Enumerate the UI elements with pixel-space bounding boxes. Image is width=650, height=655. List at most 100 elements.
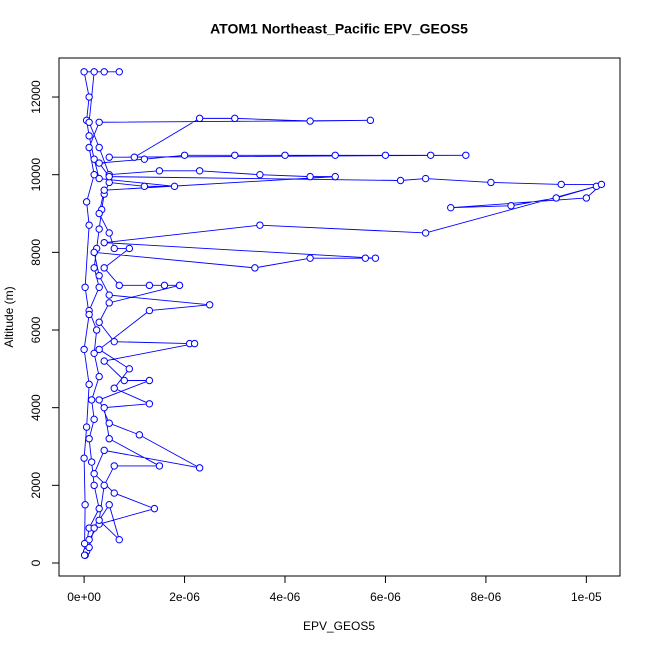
data-point (85, 535, 93, 544)
x-tick-label: 2e-06 (169, 590, 200, 604)
data-point (110, 384, 118, 392)
y-tick-label: 4000 (29, 394, 43, 421)
data-point (145, 306, 154, 315)
data-point (361, 254, 370, 262)
data-point (95, 283, 103, 291)
data-point (95, 225, 103, 233)
data-point (366, 116, 375, 125)
y-axis-label: Altitude (m) (2, 286, 16, 347)
data-point (80, 68, 88, 76)
data-point (231, 151, 239, 159)
data-point (87, 458, 96, 466)
data-point (100, 238, 108, 247)
data-point (110, 244, 118, 253)
data-point (125, 244, 134, 253)
data-point (331, 151, 339, 159)
data-point (195, 167, 204, 175)
y-tick-label: 10000 (29, 158, 43, 192)
data-point (507, 202, 515, 210)
data-point (110, 489, 118, 497)
data-point (81, 501, 89, 509)
data-point (80, 345, 88, 354)
x-axis-label: EPV_GEOS5 (303, 619, 375, 633)
chart-title: ATOM1 Northeast_Pacific EPV_GEOS5 (210, 21, 468, 37)
data-point (150, 504, 159, 513)
data-point (95, 143, 103, 152)
data-point (110, 462, 118, 470)
data-point (85, 435, 93, 443)
data-point (105, 435, 113, 443)
data-point (160, 281, 169, 290)
data-point (256, 221, 264, 229)
data-point (371, 254, 380, 262)
data-point (120, 376, 128, 385)
data-point (135, 431, 144, 439)
y-tick-label: 8000 (29, 239, 43, 266)
data-point (90, 264, 98, 272)
data-point (90, 155, 98, 163)
y-tick-label: 2000 (29, 472, 43, 499)
data-point (190, 339, 199, 348)
data-point (105, 501, 113, 509)
data-point (95, 209, 103, 218)
data-point (100, 357, 108, 365)
data-point (95, 118, 103, 126)
data-point (82, 198, 91, 206)
data-point (195, 464, 204, 472)
x-tick-label: 8e-06 (471, 590, 502, 604)
data-point (115, 535, 123, 544)
data-point (195, 114, 204, 123)
data-point (90, 415, 98, 424)
x-tick-label: 1e-05 (571, 590, 602, 604)
data-point (90, 469, 98, 478)
data-point (95, 504, 103, 513)
data-point (155, 167, 164, 175)
plot-frame (58, 57, 621, 577)
data-point (552, 194, 560, 202)
data-point (105, 229, 113, 237)
data-point (155, 462, 164, 470)
data-point (95, 174, 103, 183)
data-point (140, 182, 149, 191)
data-point (100, 68, 108, 76)
data-point (85, 310, 93, 319)
data-point (95, 318, 103, 326)
data-point (100, 264, 108, 272)
data-point (90, 68, 98, 76)
data-point (85, 221, 93, 229)
data-point (100, 481, 108, 490)
data-point (487, 178, 495, 187)
x-tick-label: 6e-06 (370, 590, 401, 604)
data-point (306, 117, 314, 125)
data-point (85, 143, 93, 152)
data-point (306, 254, 314, 262)
data-point (125, 365, 134, 373)
data-point (81, 283, 89, 291)
data-point (95, 271, 103, 280)
data-point (95, 372, 103, 381)
data-point (95, 516, 103, 524)
data-point (130, 153, 139, 161)
data-point (175, 281, 184, 290)
data-point (306, 172, 314, 181)
data-point (115, 281, 123, 290)
data-point (170, 182, 179, 191)
data-point (180, 151, 189, 159)
data-point (597, 180, 606, 189)
data-point (145, 400, 154, 408)
data-point (90, 524, 98, 532)
data-point (110, 337, 118, 346)
data-point (105, 172, 113, 181)
data-point (100, 446, 108, 455)
data-point (90, 248, 98, 257)
data-point (105, 153, 113, 161)
data-point (85, 543, 93, 552)
data-point (95, 159, 103, 167)
data-point (80, 454, 88, 462)
data-point (421, 174, 430, 183)
data-point (100, 403, 108, 412)
data-point (140, 155, 149, 163)
data-point (426, 151, 435, 159)
data-point (251, 264, 259, 272)
data-point (447, 203, 455, 212)
